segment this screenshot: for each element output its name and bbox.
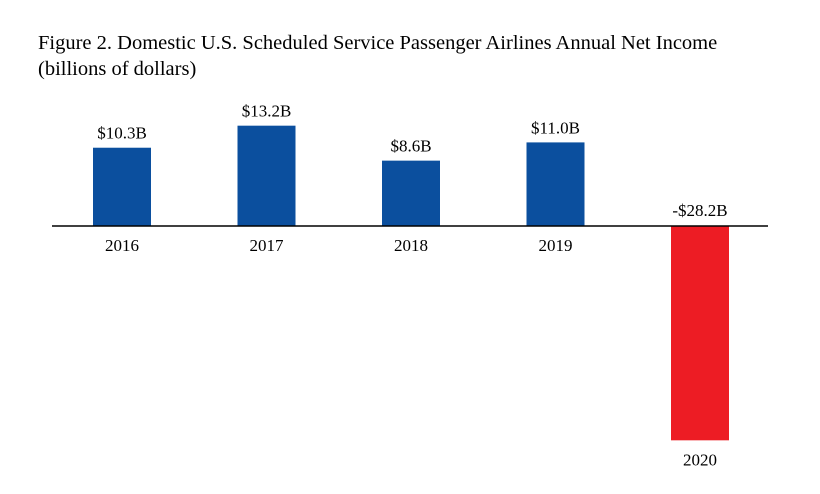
category-label-2020: 2020 bbox=[683, 450, 717, 469]
bar-2018 bbox=[382, 160, 440, 226]
data-label-2019: $11.0B bbox=[531, 118, 580, 137]
bar-2019 bbox=[526, 142, 585, 226]
bar-2017 bbox=[237, 125, 296, 226]
data-label-2018: $8.6B bbox=[390, 137, 431, 156]
bars-layer bbox=[93, 125, 729, 441]
labels-layer: $10.3B 2016 $13.2B 2017 $8.6B 2018 $11.0B 2019 -… bbox=[97, 102, 727, 470]
data-label-2020: -$28.2B bbox=[672, 201, 727, 220]
chart-title-line-1: Figure 2. Domestic U.S. Scheduled Servic… bbox=[38, 32, 718, 54]
bar-2016 bbox=[93, 147, 151, 226]
data-label-2016: $10.3B bbox=[97, 124, 147, 143]
data-label-2017: $13.2B bbox=[242, 102, 292, 121]
category-label-2016: 2016 bbox=[105, 236, 139, 255]
bar-2020 bbox=[671, 226, 729, 441]
category-label-2019: 2019 bbox=[539, 236, 573, 255]
category-label-2017: 2017 bbox=[250, 236, 285, 255]
chart-title: Figure 2. Domestic U.S. Scheduled Servic… bbox=[38, 30, 798, 82]
chart-title-line-2: (billions of dollars) bbox=[38, 58, 197, 80]
category-label-2018: 2018 bbox=[394, 236, 428, 255]
